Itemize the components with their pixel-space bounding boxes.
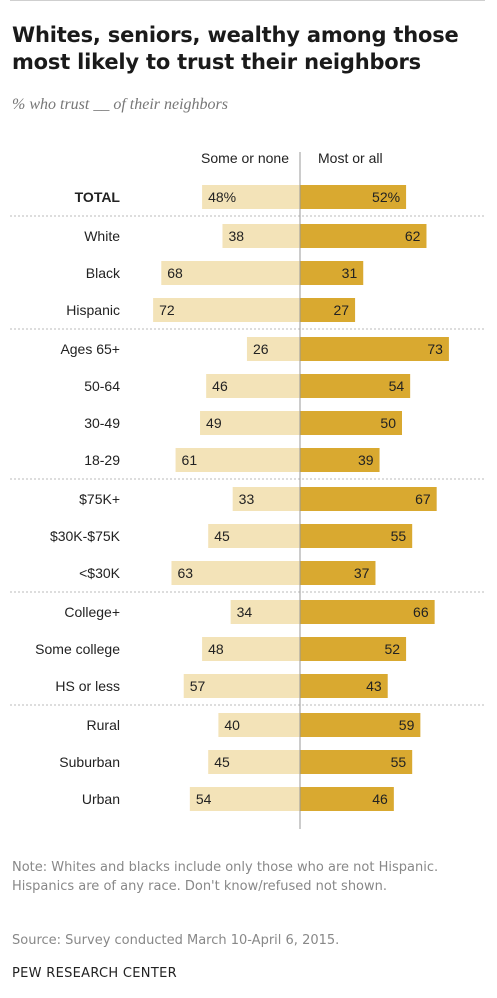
value-label-some-or-none-suburban: 45	[214, 754, 230, 770]
value-label-most-or-all-hs-or-less: 43	[366, 678, 382, 694]
bar-some-or-none-white	[222, 224, 300, 248]
value-label-some-or-none-ages-65: 26	[253, 341, 269, 357]
bar-some-or-none-some-college	[202, 637, 300, 661]
diverging-bar-chart: Some or none Most or all TOTAL 48% 52% White 3…	[10, 150, 485, 829]
category-label-75k: $75K+	[79, 491, 120, 507]
value-label-most-or-all-50-64: 54	[389, 378, 405, 394]
top-rule	[10, 0, 485, 1]
category-label-30k: <$30K	[79, 565, 121, 581]
category-label-some-college: Some college	[35, 641, 120, 657]
category-label-hispanic: Hispanic	[66, 302, 120, 318]
bar-some-or-none-hs-or-less	[183, 674, 300, 698]
value-label-most-or-all-suburban: 55	[391, 754, 407, 770]
value-label-some-or-none-total: 48%	[208, 189, 236, 205]
value-label-some-or-none-30-49: 49	[206, 415, 222, 431]
bar-some-or-none-college	[230, 600, 300, 624]
bar-some-or-none-30k	[171, 561, 300, 585]
chart-note: Note: Whites and blacks include only tho…	[12, 860, 439, 894]
category-label-black: Black	[86, 265, 121, 281]
bar-most-or-all-ages-65	[300, 337, 449, 361]
value-label-most-or-all-black: 31	[342, 265, 358, 281]
chart-source: Source: Survey conducted March 10-April …	[12, 933, 340, 948]
value-label-some-or-none-75k: 33	[239, 491, 255, 507]
value-label-most-or-all-some-college: 52	[385, 641, 401, 657]
bar-some-or-none-urban	[189, 787, 300, 811]
value-label-most-or-all-hispanic: 27	[334, 302, 350, 318]
bar-most-or-all-suburban	[300, 750, 413, 774]
category-label-30-49: 30-49	[84, 415, 120, 431]
header-most-or-all: Most or all	[318, 150, 383, 166]
category-label-ages-65: Ages 65+	[60, 341, 120, 357]
bar-some-or-none-18-29	[175, 448, 300, 472]
value-label-most-or-all-18-29: 39	[358, 452, 374, 468]
value-label-most-or-all-ages-65: 73	[427, 341, 443, 357]
category-label-rural: Rural	[87, 717, 120, 733]
bar-most-or-all-30k-75k	[300, 524, 413, 548]
category-label-suburban: Suburban	[59, 754, 120, 770]
pew-research-center-logo: PEW RESEARCH CENTER	[12, 966, 177, 981]
bar-most-or-all-some-college	[300, 637, 407, 661]
value-label-some-or-none-black: 68	[167, 265, 183, 281]
category-label-total: TOTAL	[75, 189, 121, 205]
value-label-some-or-none-college: 34	[237, 604, 253, 620]
value-label-most-or-all-30-49: 50	[380, 415, 396, 431]
bar-most-or-all-18-29	[300, 448, 380, 472]
bar-most-or-all-total	[300, 185, 407, 209]
value-label-most-or-all-75k: 67	[415, 491, 431, 507]
bar-some-or-none-50-64	[206, 374, 300, 398]
bar-some-or-none-hispanic	[153, 298, 300, 322]
bar-some-or-none-suburban	[208, 750, 300, 774]
bar-most-or-all-rural	[300, 713, 421, 737]
category-label-urban: Urban	[82, 791, 120, 807]
bar-most-or-all-college	[300, 600, 435, 624]
bar-most-or-all-30k	[300, 561, 376, 585]
bar-some-or-none-ages-65	[246, 337, 300, 361]
bar-some-or-none-rural	[218, 713, 300, 737]
value-label-some-or-none-some-college: 48	[208, 641, 224, 657]
value-label-some-or-none-hispanic: 72	[159, 302, 175, 318]
value-label-most-or-all-white: 62	[405, 228, 421, 244]
chart-title: Whites, seniors, wealthy among those mos…	[12, 23, 459, 74]
category-label-50-64: 50-64	[84, 378, 120, 394]
value-label-most-or-all-30k: 37	[354, 565, 370, 581]
value-label-some-or-none-hs-or-less: 57	[190, 678, 206, 694]
bar-most-or-all-75k	[300, 487, 437, 511]
bar-most-or-all-30-49	[300, 411, 402, 435]
bar-some-or-none-30k-75k	[208, 524, 300, 548]
category-label-hs-or-less: HS or less	[55, 678, 120, 694]
value-label-some-or-none-rural: 40	[224, 717, 240, 733]
category-label-college: College+	[64, 604, 120, 620]
header-some-or-none: Some or none	[201, 150, 289, 166]
bar-some-or-none-black	[161, 261, 300, 285]
bar-most-or-all-urban	[300, 787, 394, 811]
bar-some-or-none-75k	[232, 487, 300, 511]
category-label-30k-75k: $30K-$75K	[50, 528, 121, 544]
bar-most-or-all-white	[300, 224, 427, 248]
bar-most-or-all-50-64	[300, 374, 411, 398]
value-label-most-or-all-total: 52%	[372, 189, 400, 205]
value-label-most-or-all-college: 66	[413, 604, 429, 620]
category-label-white: White	[84, 228, 120, 244]
chart-subtitle: % who trust __ of their neighbors	[12, 96, 229, 113]
bar-most-or-all-hs-or-less	[300, 674, 388, 698]
value-label-some-or-none-urban: 54	[196, 791, 212, 807]
category-label-18-29: 18-29	[84, 452, 120, 468]
value-label-some-or-none-18-29: 61	[182, 452, 198, 468]
bar-some-or-none-total	[202, 185, 300, 209]
value-label-most-or-all-urban: 46	[372, 791, 388, 807]
value-label-some-or-none-30k-75k: 45	[214, 528, 230, 544]
value-label-some-or-none-30k: 63	[177, 565, 193, 581]
value-label-most-or-all-30k-75k: 55	[391, 528, 407, 544]
value-label-some-or-none-white: 38	[228, 228, 244, 244]
bar-most-or-all-black	[300, 261, 364, 285]
bar-most-or-all-hispanic	[300, 298, 356, 322]
value-label-most-or-all-rural: 59	[399, 717, 415, 733]
value-label-some-or-none-50-64: 46	[212, 378, 228, 394]
bar-some-or-none-30-49	[200, 411, 300, 435]
